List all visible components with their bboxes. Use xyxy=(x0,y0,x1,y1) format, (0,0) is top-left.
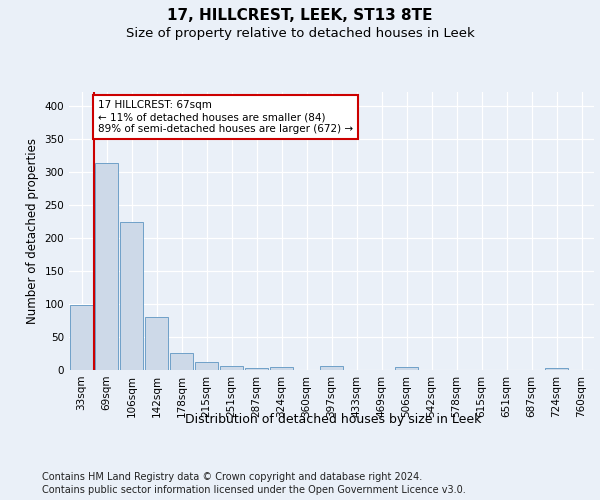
Bar xyxy=(245,368,268,370)
Text: Size of property relative to detached houses in Leek: Size of property relative to detached ho… xyxy=(125,28,475,40)
Bar xyxy=(270,368,293,370)
Text: Contains public sector information licensed under the Open Government Licence v3: Contains public sector information licen… xyxy=(42,485,466,495)
Text: 17 HILLCREST: 67sqm
← 11% of detached houses are smaller (84)
89% of semi-detach: 17 HILLCREST: 67sqm ← 11% of detached ho… xyxy=(98,100,353,134)
Y-axis label: Number of detached properties: Number of detached properties xyxy=(26,138,39,324)
Bar xyxy=(395,368,418,370)
Bar xyxy=(95,163,118,370)
Bar xyxy=(170,354,193,370)
Bar xyxy=(195,362,218,370)
Bar xyxy=(145,317,168,370)
Bar xyxy=(120,222,143,370)
Bar xyxy=(220,366,243,370)
Text: Distribution of detached houses by size in Leek: Distribution of detached houses by size … xyxy=(185,412,481,426)
Text: Contains HM Land Registry data © Crown copyright and database right 2024.: Contains HM Land Registry data © Crown c… xyxy=(42,472,422,482)
Bar xyxy=(70,305,93,370)
Bar xyxy=(320,366,343,370)
Text: 17, HILLCREST, LEEK, ST13 8TE: 17, HILLCREST, LEEK, ST13 8TE xyxy=(167,8,433,22)
Bar xyxy=(545,368,568,370)
